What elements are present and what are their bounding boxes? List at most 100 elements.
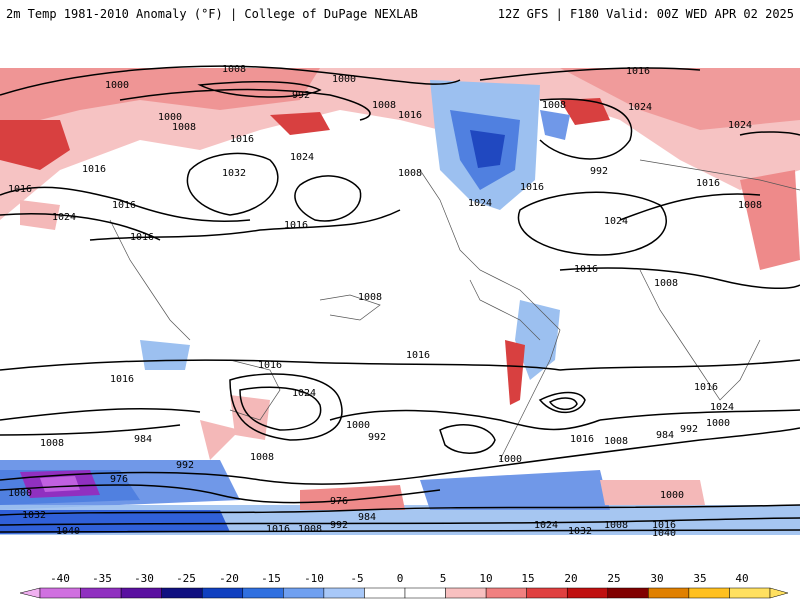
contour-label: 1008 — [222, 64, 246, 75]
contour-label: 1000 — [706, 418, 730, 429]
colorbar-swatch — [80, 587, 122, 599]
contour-labels: 1008 1000 992 1000 1008 1000 1016 1016 1… — [8, 64, 762, 539]
map-title: 2m Temp 1981-2010 Anomaly (°F) | College… — [6, 7, 418, 21]
contour-label: 1024 — [52, 212, 76, 223]
contour-label: 1016 — [284, 220, 308, 231]
colorbar-tick: 10 — [479, 572, 493, 585]
model-run-info: 12Z GFS | F180 Valid: 00Z WED APR 02 202… — [497, 7, 794, 21]
colorbar-swatch — [607, 587, 649, 599]
colorbar-tick: 0 — [396, 572, 404, 585]
colorbar-swatch — [688, 587, 730, 599]
colorbar-end-low — [19, 587, 41, 599]
colorbar-tick: -5 — [350, 572, 364, 585]
contour-label: 1016 — [112, 200, 136, 211]
contour-label: 1024 — [728, 120, 752, 131]
colorbar — [19, 587, 789, 599]
contour-label: 992 — [330, 520, 348, 531]
contour-label: 1016 — [230, 134, 254, 145]
colorbar-swatch — [404, 587, 446, 599]
contour-label: 992 — [368, 432, 386, 443]
contour-label: 1000 — [660, 490, 684, 501]
contour-label: 984 — [358, 512, 376, 523]
contour-label: 1024 — [292, 388, 316, 399]
colorbar-swatch — [201, 587, 244, 599]
contour-label: 1016 — [694, 382, 718, 393]
contour-label: 1016 — [8, 184, 32, 195]
contour-label: 1016 — [266, 524, 290, 535]
contour-label: 992 — [176, 460, 194, 471]
contour-label: 1000 — [498, 454, 522, 465]
contour-label: 976 — [330, 496, 348, 507]
contour-label: 1024 — [290, 152, 314, 163]
contour-label: 1000 — [346, 420, 370, 431]
contour-label: 1024 — [534, 520, 558, 531]
contour-label: 992 — [292, 90, 310, 101]
contour-label: 1016 — [570, 434, 594, 445]
contour-label: 1008 — [372, 100, 396, 111]
contour-label: 984 — [656, 430, 674, 441]
contour-label: 1016 — [652, 520, 676, 531]
contour-label: 1032 — [22, 510, 46, 521]
header: 2m Temp 1981-2010 Anomaly (°F) | College… — [0, 0, 800, 40]
colorbar-tick: 5 — [439, 572, 447, 585]
contour-label: 1016 — [574, 264, 598, 275]
contour-label: 1016 — [110, 374, 134, 385]
colorbar-tick: 20 — [564, 572, 578, 585]
contour-label: 1008 — [358, 292, 382, 303]
contour-label: 1008 — [250, 452, 274, 463]
contour-label: 992 — [680, 424, 698, 435]
contour-label: 1040 — [652, 528, 676, 539]
contour-label: 1000 — [8, 488, 32, 499]
contour-label: 1016 — [406, 350, 430, 361]
contour-label: 1016 — [696, 178, 720, 189]
contour-label: 992 — [590, 166, 608, 177]
contour-label: 1016 — [398, 110, 422, 121]
colorbar-tick: -25 — [176, 572, 196, 585]
colorbar-tick: 25 — [607, 572, 621, 585]
colorbar-swatch — [445, 587, 487, 599]
contour-label: 1008 — [604, 520, 628, 531]
colorbar-end-high — [769, 587, 789, 599]
contour-label: 1024 — [468, 198, 492, 209]
isobars — [0, 65, 800, 533]
contour-label: 1024 — [628, 102, 652, 113]
contour-label: 1008 — [172, 122, 196, 133]
colorbar-swatch — [242, 587, 284, 599]
colorbar-swatch — [526, 587, 568, 599]
contour-label: 1032 — [568, 526, 592, 537]
colorbar-tick: 30 — [650, 572, 664, 585]
contour-label: 1000 — [105, 80, 129, 91]
colorbar-swatch — [648, 587, 690, 599]
colorbar-swatch — [283, 587, 325, 599]
colorbar-tick: -10 — [304, 572, 324, 585]
colorbar-swatches — [19, 587, 789, 599]
colorbar-swatch — [323, 587, 365, 599]
contour-label: 1032 — [222, 168, 246, 179]
colorbar-swatch — [729, 587, 771, 599]
contour-label: 1000 — [332, 74, 356, 85]
contour-label: 1016 — [258, 360, 282, 371]
colorbar-swatch — [364, 587, 406, 599]
contour-label: 1008 — [542, 100, 566, 111]
contour-label: 1016 — [82, 164, 106, 175]
contour-label: 1008 — [40, 438, 64, 449]
colorbar-tick: -35 — [92, 572, 112, 585]
colorbar-swatch — [120, 587, 162, 599]
colorbar-swatch — [161, 587, 203, 599]
contour-label: 1008 — [654, 278, 678, 289]
anomaly-map: 1008 1000 992 1000 1008 1000 1016 1016 1… — [0, 40, 800, 558]
contour-label: 1016 — [130, 232, 154, 243]
colorbar-tick: 15 — [521, 572, 535, 585]
contour-label: 1016 — [520, 182, 544, 193]
contour-label: 1008 — [738, 200, 762, 211]
colorbar-labels: -40 -35 -30 -25 -20 -15 -10 -5 0 5 10 15… — [0, 572, 800, 586]
colorbar-tick: 35 — [693, 572, 707, 585]
contour-label: 1008 — [398, 168, 422, 179]
contour-label: 1024 — [604, 216, 628, 227]
colorbar-swatch — [566, 587, 609, 599]
contour-label: 1008 — [604, 436, 628, 447]
contour-label: 1040 — [56, 526, 80, 537]
contour-label: 984 — [134, 434, 152, 445]
contour-label: 1016 — [626, 66, 650, 77]
contour-label: 1008 — [298, 524, 322, 535]
